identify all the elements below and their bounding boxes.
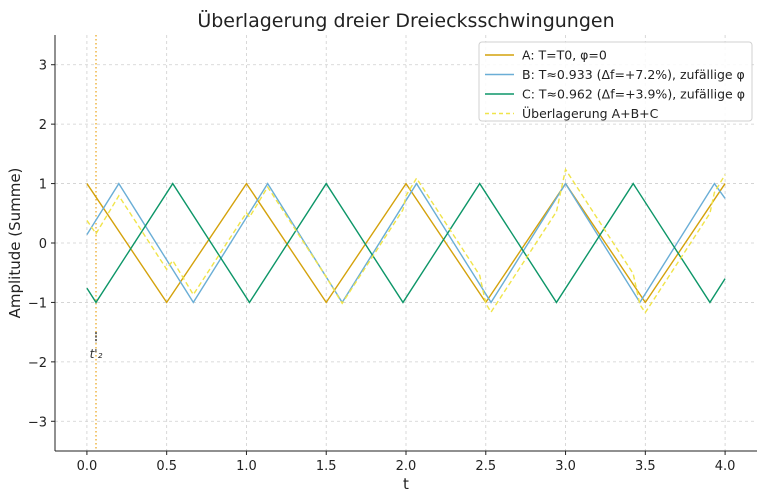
x-tick-label: 1.5 — [316, 459, 337, 474]
legend-label: A: T=T0, φ=0 — [522, 48, 607, 63]
x-tick-label: 2.5 — [475, 459, 496, 474]
x-tick-label: 0.5 — [156, 459, 177, 474]
series-line-c — [86, 182, 726, 304]
series-line-sum — [86, 167, 726, 314]
x-tick-label: 0.0 — [77, 459, 98, 474]
x-tick-label: 4.0 — [715, 459, 736, 474]
ticks: 0.0 0.5 1.0 1.5 2.0 2.5 3.0 3.5 4.0 3 2 1 0 −1 −2 −3 — [28, 59, 736, 474]
series-line-a — [86, 182, 726, 304]
x-tick-label: 3.0 — [555, 459, 576, 474]
y-tick-label: −1 — [28, 296, 47, 311]
y-tick-label: 3 — [39, 59, 47, 74]
x-axis-label: t — [403, 475, 409, 493]
legend-box — [478, 41, 753, 122]
chart-title: Überlagerung dreier Dreiecksschwingungen — [197, 9, 614, 32]
y-tick-label: −3 — [28, 415, 47, 430]
x-tick-label: 2.0 — [396, 459, 417, 474]
series-line-b — [86, 182, 726, 304]
y-tick-label: 2 — [39, 118, 47, 133]
y-tick-label: −2 — [28, 356, 47, 371]
legend-label: B: T≈0.933 (Δf=+7.2%), zufällige φ — [522, 67, 745, 82]
y-tick-label: 0 — [39, 237, 47, 252]
y-axis-label: Amplitude (Summe) — [6, 168, 24, 319]
legend-label: C: T≈0.962 (Δf=+3.9%), zufällige φ — [522, 87, 745, 102]
x-tick-label: 3.5 — [635, 459, 656, 474]
plot-area: t'₂ — [86, 35, 726, 451]
y-tick-label: 1 — [39, 178, 47, 193]
x-tick-label: 1.0 — [236, 459, 257, 474]
annotation-label: t'₂ — [90, 347, 103, 361]
legend: A: T=T0, φ=0 B: T≈0.933 (Δf=+7.2%), zufäl… — [478, 41, 753, 122]
legend-label: Überlagerung A+B+C — [522, 105, 659, 121]
